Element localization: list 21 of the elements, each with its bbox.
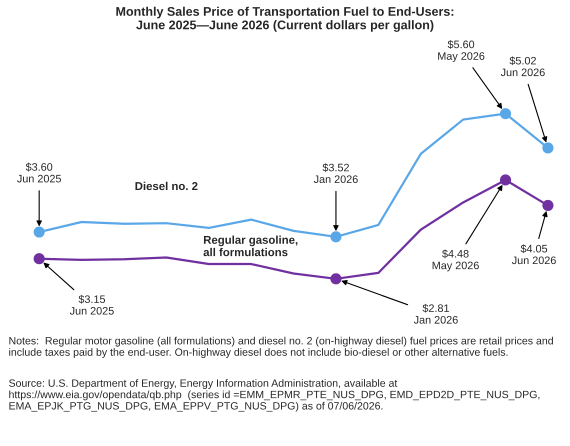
text: Notes: Regular motor gasoline (all formulations) and diesel no. 2 (on-highway diesel) fuel prices are retail prices and include taxes paid by the end-user. On-highway diesel does not include bio-diesel or other alternative fuels. xyxy=(9,336,553,358)
point xyxy=(330,231,342,242)
text: Diesel no. 2 xyxy=(135,182,198,190)
data-label: $4.05 Jun 2026 xyxy=(512,244,556,264)
data-label: $4.48 May 2026 xyxy=(432,249,479,272)
data-label: $3.52 Jan 2026 xyxy=(314,163,358,184)
data-label: $2.81 Jan 2026 xyxy=(414,304,458,324)
data-label: $5.60 May 2026 xyxy=(438,40,484,62)
point xyxy=(330,273,342,284)
series-label: Regular gasoline, all formulations xyxy=(204,236,298,256)
point xyxy=(34,226,45,238)
data-label: $3.60 Jun 2025 xyxy=(17,162,62,182)
point xyxy=(500,108,512,120)
point xyxy=(500,174,512,186)
point xyxy=(34,253,45,264)
point xyxy=(542,142,554,154)
source-note: Source: U.S. Department of Energy, Energy Information Administration, available at https://www.eia.gov/opendata/qb.php (series id =EMM_EPMR_PTE_NUS_DPG, EMD_EPD2D_PTE_NUS_DPG, EMA_EPJK_PTG_NUS_DPG, EMA_EPPV_PTG_NUS_DPG) as of 07/06/2026. xyxy=(9,379,540,412)
data-label: $5.02 Jun 2026 xyxy=(500,56,545,76)
data-label: $3.15 Jun 2025 xyxy=(70,294,114,315)
point xyxy=(542,200,554,211)
chart-title: Monthly Sales Price of Transportation Fuel to End-Users: June 2025—June 2026 (Current dollars per gallon) xyxy=(116,6,454,32)
